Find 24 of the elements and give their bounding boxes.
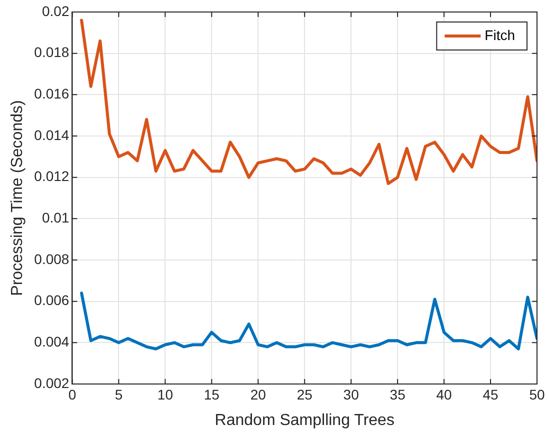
x-tick-label: 0 [68,386,76,402]
y-tick-label: 0.002 [34,374,70,391]
y-tick-label: 0.004 [34,334,70,350]
x-tick-label: 10 [157,386,174,402]
y-tick-label: 0.02 [42,2,70,19]
y-tick-label: 0.018 [34,44,70,60]
y-tick-label: 0.012 [34,168,70,184]
x-tick-label: 40 [436,386,452,402]
x-tick-label: 45 [482,386,499,402]
legend-label: Fitch [484,26,516,43]
y-tick-label: 0.006 [34,292,70,308]
x-tick-label: 30 [343,386,360,402]
y-tick-label: 0.01 [42,210,70,226]
x-tick-label: 25 [296,386,313,402]
x-tick-label: 50 [529,386,545,402]
y-axis-title: Processing Time (Seconds) [9,100,26,296]
x-tick-label: 15 [204,386,220,402]
x-axis-title: Random Samplling Trees [214,412,394,429]
y-tick-label: 0.016 [34,86,70,102]
x-tick-label: 35 [390,386,406,402]
y-tick-label: 0.008 [34,250,70,267]
x-tick-label: 20 [250,386,266,402]
y-tick-label: 0.014 [34,126,70,143]
x-tick-label: 5 [114,386,123,402]
